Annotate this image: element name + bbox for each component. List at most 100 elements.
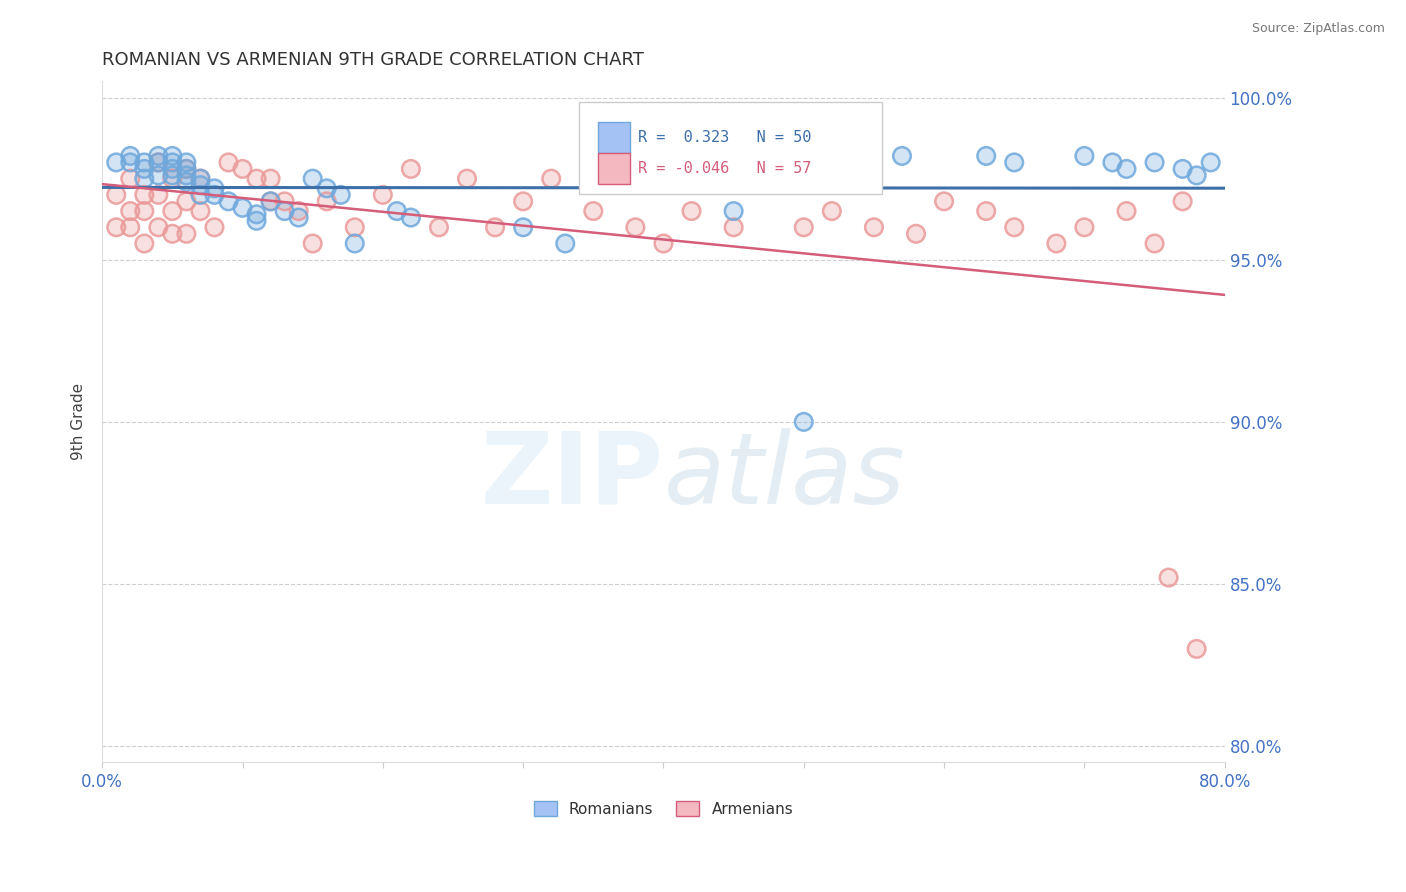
Point <box>1073 220 1095 235</box>
Point <box>105 155 128 169</box>
Point <box>148 155 170 169</box>
Point <box>1143 236 1166 251</box>
Point <box>540 171 562 186</box>
Point <box>932 194 955 209</box>
Point <box>512 220 534 235</box>
Point <box>259 171 281 186</box>
Point <box>681 204 703 219</box>
Point <box>287 204 309 219</box>
Point <box>974 149 997 163</box>
Point <box>134 236 156 251</box>
Point <box>176 155 198 169</box>
Point <box>484 220 506 235</box>
Point <box>554 236 576 251</box>
Point <box>1171 161 1194 176</box>
Point <box>456 171 478 186</box>
Point <box>932 194 955 209</box>
Point <box>162 161 184 176</box>
Point <box>190 178 212 193</box>
Point <box>190 187 212 202</box>
Point <box>1185 641 1208 656</box>
Point <box>120 155 142 169</box>
Point <box>1002 220 1025 235</box>
Point <box>329 187 352 202</box>
Point <box>148 187 170 202</box>
Point <box>120 220 142 235</box>
Point <box>652 236 675 251</box>
Text: Source: ZipAtlas.com: Source: ZipAtlas.com <box>1251 22 1385 36</box>
Point <box>765 171 787 186</box>
Point <box>1101 155 1123 169</box>
Point <box>821 204 844 219</box>
Point <box>385 204 408 219</box>
Point <box>1143 155 1166 169</box>
Point <box>176 161 198 176</box>
Point <box>343 220 366 235</box>
Point <box>162 227 184 241</box>
Point <box>218 155 240 169</box>
Point <box>329 187 352 202</box>
Point <box>162 149 184 163</box>
Point <box>287 211 309 225</box>
Point <box>427 220 450 235</box>
Point <box>315 194 337 209</box>
Point <box>176 161 198 176</box>
Point <box>120 171 142 186</box>
Point <box>134 171 156 186</box>
Point <box>974 149 997 163</box>
FancyBboxPatch shape <box>599 153 630 184</box>
Point <box>1101 155 1123 169</box>
Point <box>1002 155 1025 169</box>
Point <box>1157 570 1180 584</box>
Point <box>793 415 815 429</box>
Point <box>148 220 170 235</box>
Point <box>399 211 422 225</box>
Point <box>134 236 156 251</box>
Point <box>399 211 422 225</box>
Text: R =  0.323   N = 50: R = 0.323 N = 50 <box>638 129 811 145</box>
Point <box>1143 236 1166 251</box>
Point <box>793 220 815 235</box>
Point <box>905 227 928 241</box>
Point <box>863 220 886 235</box>
Point <box>723 204 745 219</box>
Point <box>148 155 170 169</box>
Point <box>176 227 198 241</box>
Point <box>385 204 408 219</box>
Point <box>245 171 267 186</box>
Point <box>315 194 337 209</box>
Point <box>204 187 226 202</box>
Point <box>1199 155 1222 169</box>
Point <box>245 207 267 221</box>
Point <box>134 161 156 176</box>
Point <box>723 220 745 235</box>
Point <box>162 204 184 219</box>
Point <box>148 187 170 202</box>
Point <box>652 155 675 169</box>
Point <box>371 187 394 202</box>
Point <box>1171 161 1194 176</box>
Point <box>190 171 212 186</box>
Point <box>231 201 253 215</box>
Text: ROMANIAN VS ARMENIAN 9TH GRADE CORRELATION CHART: ROMANIAN VS ARMENIAN 9TH GRADE CORRELATI… <box>103 51 644 69</box>
Point <box>1073 149 1095 163</box>
Point <box>315 181 337 195</box>
Point <box>148 155 170 169</box>
Point <box>162 169 184 183</box>
Point <box>245 171 267 186</box>
Point <box>1185 169 1208 183</box>
Point <box>905 227 928 241</box>
Point <box>273 204 295 219</box>
Point <box>190 187 212 202</box>
Point <box>134 187 156 202</box>
Point <box>105 220 128 235</box>
Point <box>190 178 212 193</box>
Point <box>162 161 184 176</box>
Point <box>484 220 506 235</box>
Point <box>301 236 323 251</box>
Point <box>120 204 142 219</box>
Point <box>176 161 198 176</box>
Point <box>1045 236 1067 251</box>
Point <box>1002 220 1025 235</box>
Point <box>176 194 198 209</box>
